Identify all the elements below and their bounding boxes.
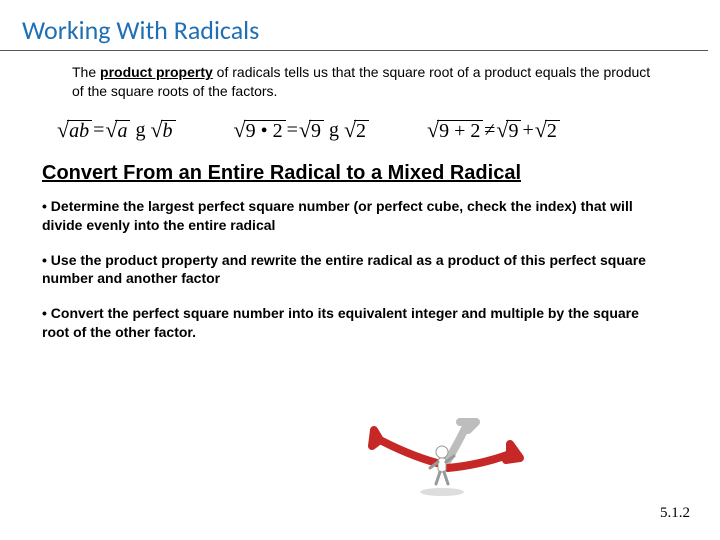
eq3-lhs: 9 + 2 xyxy=(437,120,483,141)
arrows-figure-icon xyxy=(360,410,530,500)
slide-number: 5.1.2 xyxy=(660,505,690,522)
eq1-rhs-a: a xyxy=(117,120,127,142)
slide-title: Working With Radicals xyxy=(0,0,708,51)
bullet-1: • Determine the largest perfect square n… xyxy=(42,197,660,235)
eq2-lhs-b: 2 xyxy=(273,120,283,142)
intro-lead: The xyxy=(72,64,100,80)
eq1-lhs: ab xyxy=(69,120,89,142)
section-title: Convert From an Entire Radical to a Mixe… xyxy=(0,156,720,197)
intro-paragraph: The product property of radicals tells u… xyxy=(0,51,720,101)
eq1-rhs-b: b xyxy=(163,120,173,142)
intro-term: product property xyxy=(100,64,213,80)
equations-row: √ab = √a g √b √9 • 2 = √9 g √2 √9 + 2 ≠ … xyxy=(0,101,720,156)
eq3-rhs-a: 9 xyxy=(506,120,521,141)
eq3-rhs-b: 2 xyxy=(545,120,560,141)
eq2-rhs-a: 9 xyxy=(309,120,324,141)
equation-1: √ab = √a g √b xyxy=(56,119,177,142)
bullet-list: • Determine the largest perfect square n… xyxy=(0,197,720,342)
bullet-2: • Use the product property and rewrite t… xyxy=(42,251,660,289)
bullet-3: • Convert the perfect square number into… xyxy=(42,304,660,342)
eq2-lhs-a: 9 xyxy=(246,120,256,142)
equation-2: √9 • 2 = √9 g √2 xyxy=(233,119,371,142)
equation-3: √9 + 2 ≠ √9 + √2 xyxy=(426,119,561,142)
eq2-rhs-b: 2 xyxy=(354,120,369,141)
